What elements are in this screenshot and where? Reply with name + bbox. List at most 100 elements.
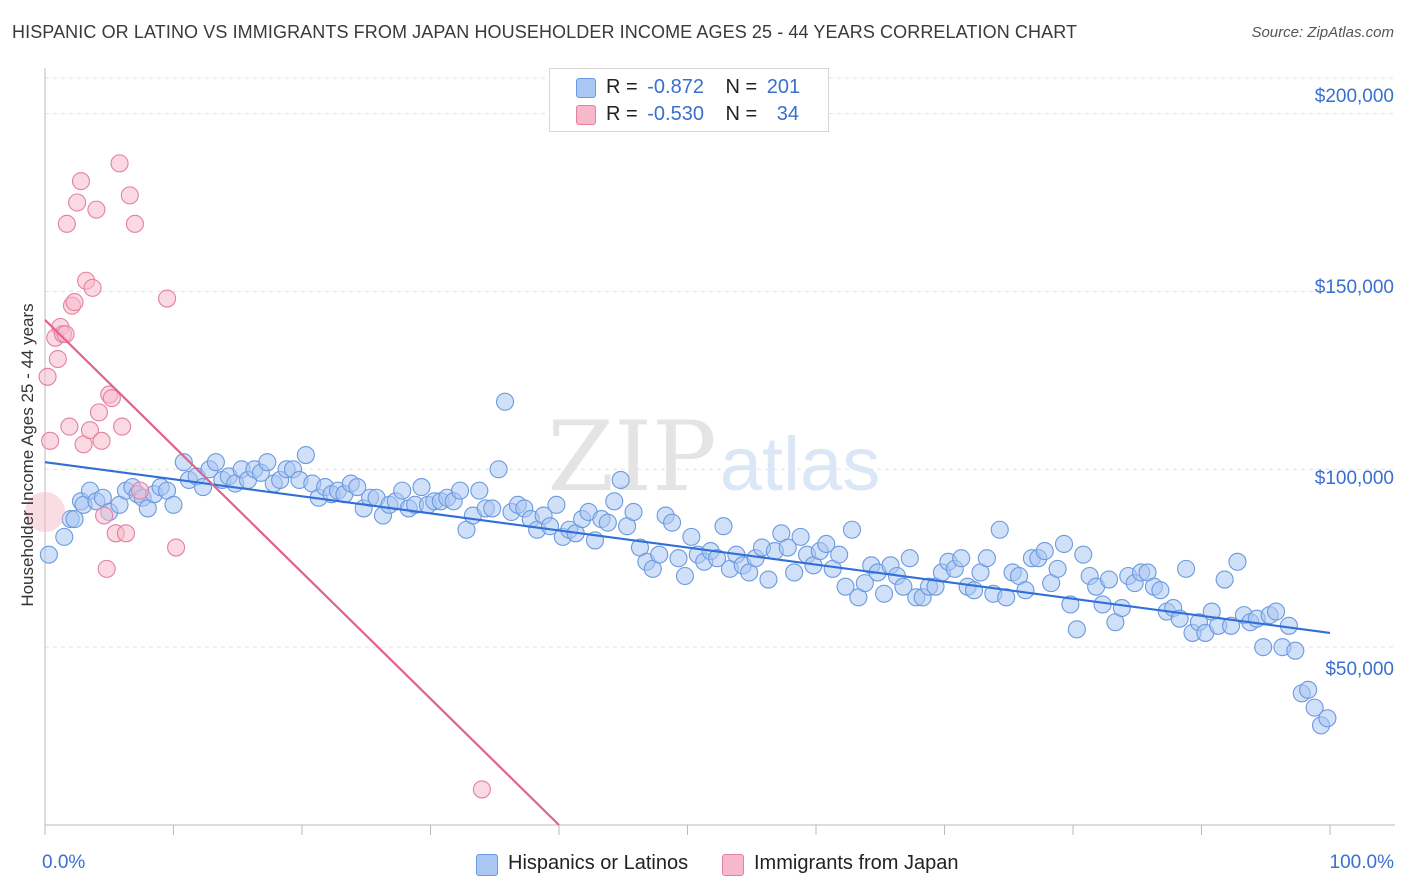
point-japan — [87, 200, 106, 219]
point-hispanics — [598, 513, 617, 532]
series-japan-points — [25, 154, 491, 799]
point-hispanics — [1061, 595, 1080, 614]
point-japan — [92, 431, 111, 450]
point-japan — [83, 278, 102, 297]
point-japan — [120, 186, 139, 205]
y-tick-50k: $50,000 — [1325, 659, 1394, 680]
point-hispanics — [669, 549, 688, 568]
stats-legend: R = -0.872 N = 201 R = -0.530 N = 34 — [549, 68, 829, 132]
point-japan — [167, 538, 186, 557]
point-japan — [102, 389, 121, 408]
chart-title: HISPANIC OR LATINO VS IMMIGRANTS FROM JA… — [12, 22, 1078, 42]
point-hispanics — [894, 577, 913, 596]
point-hispanics — [174, 453, 193, 472]
legend-n-value: 34 — [776, 103, 800, 125]
point-japan — [80, 421, 100, 440]
point-japan — [116, 524, 136, 543]
x-tick-right: 100.0% — [1329, 852, 1394, 873]
point-japan — [38, 367, 57, 386]
legend-swatch-blue — [576, 78, 596, 98]
point-hispanics — [1048, 559, 1067, 578]
legend-n-value: 201 — [766, 76, 801, 98]
watermark-atlas: atlas — [720, 422, 881, 507]
point-hispanics — [1099, 570, 1119, 589]
point-hispanics — [1054, 534, 1074, 554]
point-hispanics — [791, 527, 810, 546]
point-hispanics — [483, 499, 502, 518]
point-hispanics — [470, 481, 489, 500]
point-hispanics — [778, 538, 797, 557]
point-hispanics — [759, 570, 778, 589]
point-hispanics — [900, 549, 919, 568]
point-hispanics — [65, 510, 84, 529]
legend-r-label: R = — [606, 76, 638, 98]
point-hispanics — [1254, 638, 1273, 657]
point-japan — [131, 481, 150, 500]
x-tick-left: 0.0% — [42, 852, 86, 873]
bottom-legend-label: Hispanics or Latinos — [508, 852, 689, 874]
point-japan — [97, 559, 116, 578]
point-hispanics — [855, 574, 874, 593]
point-hispanics — [495, 392, 515, 411]
legend-n-label: N = — [725, 103, 758, 125]
point-hispanics — [682, 527, 701, 546]
point-japan — [41, 431, 60, 450]
y-tick-200k: $200,000 — [1314, 86, 1394, 107]
chart-source: Source: ZipAtlas.com — [1251, 24, 1394, 41]
legend-r-value: -0.872 — [647, 76, 704, 98]
point-japan — [57, 214, 76, 233]
point-hispanics — [1266, 602, 1286, 621]
point-hispanics — [708, 549, 727, 568]
point-hispanics — [1286, 641, 1305, 660]
point-japan — [89, 403, 109, 422]
point-japan — [71, 172, 91, 191]
point-hispanics — [714, 517, 733, 536]
point-hispanics — [1318, 709, 1337, 728]
y-axis-label: Householder Income Ages 25 - 44 years — [18, 303, 37, 607]
point-hispanics — [952, 549, 971, 568]
y-tick-150k: $150,000 — [1314, 277, 1394, 298]
point-hispanics — [1222, 616, 1241, 635]
point-hispanics — [675, 566, 694, 586]
point-hispanics — [39, 545, 58, 564]
point-hispanics — [842, 520, 862, 539]
legend-swatch-pink — [576, 105, 596, 125]
point-japan — [95, 506, 114, 525]
point-hispanics — [650, 545, 669, 564]
point-japan — [60, 417, 79, 436]
point-japan — [110, 154, 129, 173]
point-hispanics — [258, 453, 277, 472]
trendline-japan — [44, 319, 560, 826]
point-hispanics — [836, 577, 855, 596]
point-japan-large — [25, 491, 65, 532]
point-hispanics — [830, 545, 849, 564]
bottom-legend-swatch-blue — [476, 854, 498, 876]
point-hispanics — [663, 513, 682, 532]
point-hispanics — [875, 584, 894, 603]
point-hispanics — [1215, 570, 1234, 589]
point-hispanics — [451, 481, 470, 500]
trend-lines — [44, 319, 1331, 826]
point-hispanics — [206, 453, 225, 472]
point-hispanics — [164, 495, 183, 514]
point-hispanics — [1112, 598, 1131, 618]
point-japan — [158, 289, 177, 308]
point-hispanics — [977, 549, 996, 568]
point-japan — [113, 417, 132, 436]
point-hispanics — [1228, 552, 1247, 571]
point-hispanics — [1035, 542, 1054, 561]
trendline-hispanics — [44, 461, 1331, 635]
point-hispanics — [817, 534, 836, 554]
bottom-legend-label: Immigrants from Japan — [754, 852, 959, 874]
point-japan — [472, 780, 491, 799]
point-hispanics — [611, 470, 630, 490]
point-hispanics — [393, 481, 412, 500]
point-hispanics — [1067, 620, 1086, 639]
point-hispanics — [296, 446, 315, 465]
legend-r-value: -0.530 — [647, 103, 704, 125]
legend-r-label: R = — [606, 103, 638, 125]
point-japan — [125, 214, 144, 233]
point-japan — [56, 325, 75, 344]
bottom-legend-swatch-pink — [722, 854, 744, 876]
